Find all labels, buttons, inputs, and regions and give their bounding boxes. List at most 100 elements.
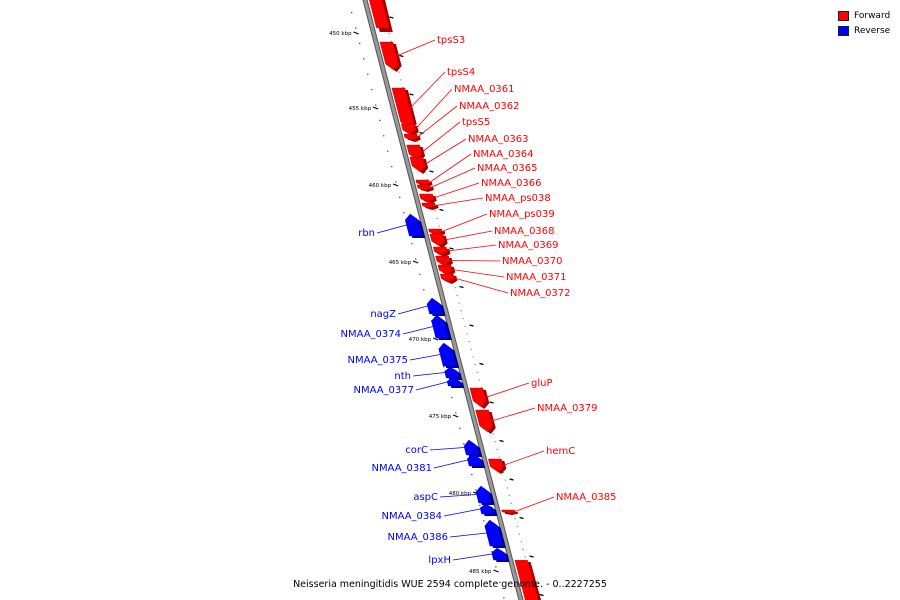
gene-nmaa-0374[interactable] (431, 314, 452, 340)
right-tick (539, 593, 544, 597)
right-minor-tick (438, 225, 440, 227)
legend-item-forward: Forward (838, 9, 890, 23)
gene-label-aspc[interactable]: aspC (413, 492, 438, 503)
gene-nmaa-0386[interactable] (484, 519, 506, 548)
gene-label-hemc[interactable]: hemC (546, 446, 575, 457)
right-minor-tick (474, 364, 476, 366)
right-tick (519, 516, 524, 520)
forward-swatch (838, 11, 849, 21)
right-tick (449, 247, 454, 250)
gene-arrow (404, 213, 423, 237)
gene-label-nmaa-0379[interactable]: NMAA_0379 (537, 403, 598, 414)
minor-tick (383, 135, 385, 137)
gene-label-nmaa-0369[interactable]: NMAA_0369 (498, 240, 559, 251)
minor-tick (483, 520, 485, 522)
minor-tick (419, 273, 421, 275)
label-connector (449, 260, 501, 262)
right-tick (529, 555, 534, 558)
gene-label-nmaa-0384[interactable]: NMAA_0384 (381, 511, 442, 522)
gene-nagz[interactable] (426, 297, 446, 316)
gene-arrow (416, 184, 432, 191)
label-connector (409, 71, 446, 109)
gene-label-nmaa-ps038[interactable]: NMAA_ps038 (485, 193, 551, 204)
label-connector (439, 494, 477, 498)
label-connector (412, 372, 445, 377)
gene-partial-top[interactable] (369, 0, 393, 32)
gene-label-tpss4[interactable]: tpsS4 (447, 67, 475, 78)
label-connector (429, 447, 465, 451)
gene-label-rbn[interactable]: rbn (358, 228, 375, 239)
gene-hemc[interactable] (488, 458, 507, 474)
right-minor-tick (390, 40, 392, 42)
gene-label-tpss5[interactable]: tpsS5 (462, 117, 490, 128)
gene-label-nmaa-0374[interactable]: NMAA_0374 (340, 329, 401, 340)
gene-partial-bottom[interactable] (514, 560, 541, 600)
gene-aspc[interactable] (475, 485, 495, 505)
gene-label-nmaa-0375[interactable]: NMAA_0375 (347, 355, 408, 366)
major-tick (452, 414, 459, 418)
gene-label-nmaa-0381[interactable]: NMAA_0381 (371, 463, 432, 474)
gene-label-nth[interactable]: nth (394, 371, 411, 382)
gene-label-corc[interactable]: corC (405, 445, 428, 456)
right-minor-tick (402, 87, 404, 88)
major-tick (372, 106, 379, 110)
gene-nmaa-0371[interactable] (437, 264, 456, 276)
gene-nmaa-0365[interactable] (416, 184, 434, 192)
gene-nmaa-0379[interactable] (475, 409, 496, 434)
gene-nmaa-0363[interactable] (409, 156, 429, 174)
gene-nmaa-0369[interactable] (432, 246, 451, 257)
gene-arrow (475, 409, 493, 433)
gene-glup[interactable] (469, 387, 490, 409)
label-connector (421, 121, 461, 153)
gene-label-glup[interactable]: gluP (531, 378, 553, 389)
gene-label-nmaa-0363[interactable]: NMAA_0363 (468, 134, 529, 145)
label-connector (435, 197, 484, 206)
gene-nmaa-0384[interactable] (479, 503, 498, 516)
label-connector (447, 244, 497, 252)
gene-nmaa-0370[interactable] (435, 255, 453, 267)
gene-nmaa-0377[interactable] (446, 377, 465, 388)
gene-label-tpss3[interactable]: tpsS3 (437, 35, 465, 46)
gene-nmaa-0372[interactable] (439, 273, 458, 284)
gene-label-nmaa-0372[interactable]: NMAA_0372 (510, 288, 571, 299)
gene-label-nmaa-0386[interactable]: NMAA_0386 (387, 532, 448, 543)
gene-arrow (463, 439, 480, 456)
gene-label-nmaa-0368[interactable]: NMAA_0368 (494, 226, 555, 237)
gene-tpss3[interactable] (379, 41, 402, 72)
gene-arrow (379, 41, 399, 71)
gene-label-lpxh[interactable]: lpxH (428, 555, 451, 566)
gene-nmaa-0362[interactable] (403, 133, 421, 142)
gene-label-nmaa-0377[interactable]: NMAA_0377 (353, 385, 414, 396)
label-connector (433, 459, 468, 469)
gene-label-nmaa-0371[interactable]: NMAA_0371 (506, 272, 567, 283)
gene-rbn[interactable] (404, 213, 426, 238)
right-minor-tick (496, 448, 498, 450)
gene-arrow (403, 133, 419, 141)
gene-label-nmaa-0361[interactable]: NMAA_0361 (454, 84, 515, 95)
scale-label: 485 kbp (469, 569, 492, 575)
right-minor-tick (522, 549, 524, 550)
label-connector (442, 213, 488, 232)
gene-label-nmaa-0366[interactable]: NMAA_0366 (481, 178, 542, 189)
gene-lpxh[interactable] (491, 547, 510, 562)
right-tick (479, 362, 484, 366)
legend-label-reverse: Reverse (854, 26, 891, 36)
gene-label-nmaa-0362[interactable]: NMAA_0362 (459, 101, 520, 112)
gene-label-nmaa-ps039[interactable]: NMAA_ps039 (489, 209, 555, 220)
gene-label-nmaa-0385[interactable]: NMAA_0385 (556, 492, 617, 503)
gene-nmaa-0366[interactable] (419, 193, 437, 204)
gene-label-nagz[interactable]: nagZ (370, 309, 396, 320)
label-connector (430, 167, 476, 188)
right-tick (389, 16, 394, 19)
gene-nmaa-0361[interactable] (400, 123, 419, 136)
gene-nmaa-0368[interactable] (429, 233, 448, 248)
gene-nmaa-ps038[interactable] (421, 202, 439, 210)
gene-nth[interactable] (444, 366, 463, 380)
gene-nmaa-0375[interactable] (438, 342, 460, 368)
gene-nmaa-0381[interactable] (467, 453, 486, 468)
gene-label-nmaa-0370[interactable]: NMAA_0370 (502, 256, 563, 267)
gene-label-nmaa-0365[interactable]: NMAA_0365 (477, 163, 538, 174)
gene-corc[interactable] (463, 439, 483, 457)
gene-nmaa-0385[interactable] (501, 509, 519, 515)
gene-label-nmaa-0364[interactable]: NMAA_0364 (473, 149, 534, 160)
